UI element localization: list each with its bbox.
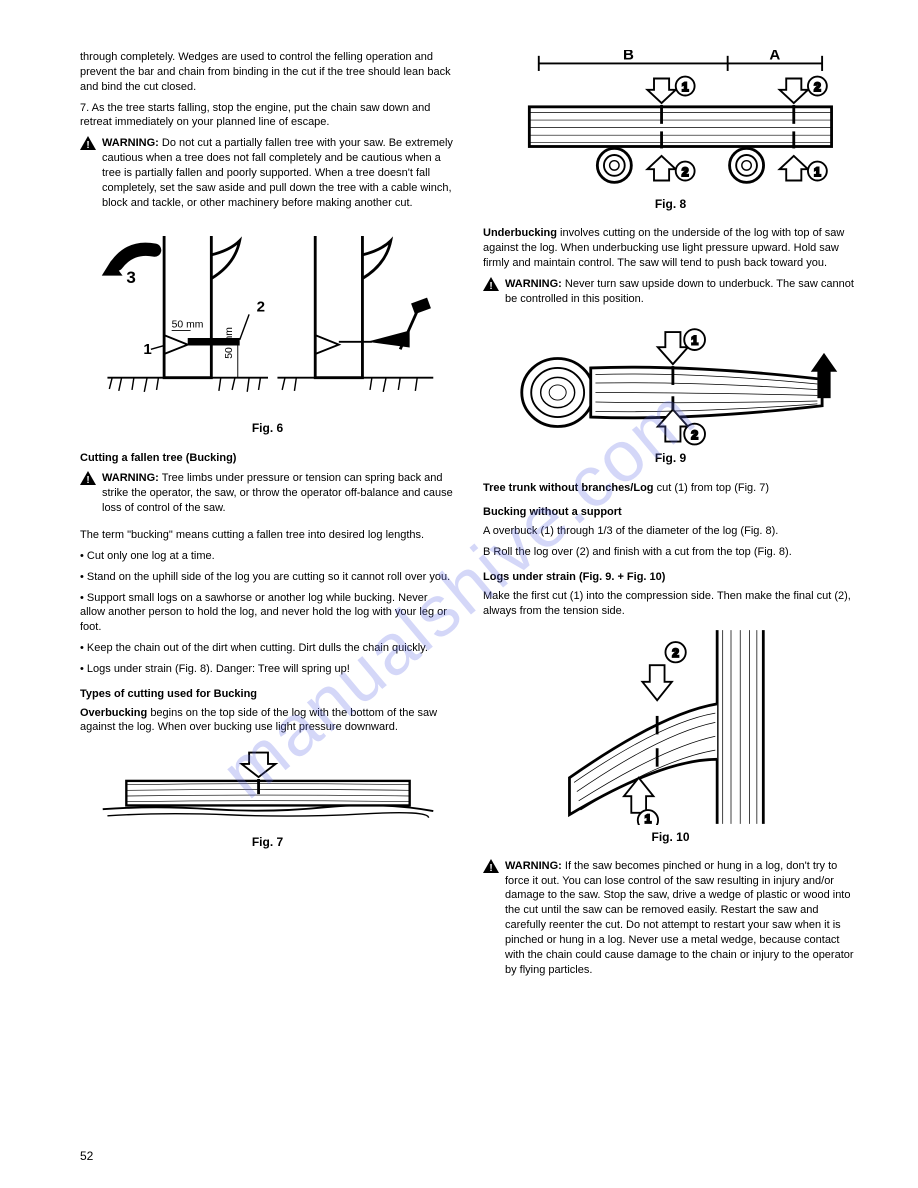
nobinding-head: Bucking without a support (483, 505, 858, 520)
svg-text:50 mm: 50 mm (171, 320, 203, 331)
warning-4: ! WARNING: If the saw becomes pinched or… (483, 859, 858, 984)
svg-text:!: ! (86, 140, 89, 150)
svg-text:1: 1 (143, 341, 151, 358)
figure-7 (80, 745, 455, 830)
types-head: Types of cutting used for Bucking (80, 687, 455, 702)
warning-3: ! WARNING: Never turn saw upside down to… (483, 277, 858, 313)
warning-2-text: WARNING: Tree limbs under pressure or te… (102, 471, 455, 516)
figure-10: 2 1 (483, 629, 858, 825)
warning-4-text: WARNING: If the saw becomes pinched or h… (505, 859, 858, 978)
overbucking-p: Overbucking begins on the top side of th… (80, 706, 455, 736)
figure-8: B A 1 (483, 50, 858, 192)
warning-icon: ! (80, 136, 96, 150)
nobranch-head: Tree trunk without branches/Log (483, 482, 654, 494)
right-column: B A 1 (483, 50, 858, 989)
warning-3-text: WARNING: Never turn saw upside down to u… (505, 277, 858, 307)
figure-7-caption: Fig. 7 (80, 834, 455, 850)
svg-text:!: ! (489, 863, 492, 873)
svg-text:3: 3 (126, 269, 135, 288)
under-head: Underbucking (483, 227, 557, 239)
left-column: through completely. Wedges are used to c… (80, 50, 455, 989)
warning-2-head: WARNING: (102, 472, 159, 484)
svg-text:A: A (769, 50, 780, 64)
bullet-4: • Keep the chain out of the dirt when cu… (80, 641, 455, 656)
cutting-head: Cutting a fallen tree (Bucking) (80, 451, 455, 466)
figure-8-caption: Fig. 8 (483, 196, 858, 212)
nobranch-text: cut (1) from top (Fig. 7) (657, 482, 769, 494)
figure-6-caption: Fig. 6 (80, 420, 455, 436)
svg-text:1: 1 (691, 334, 698, 348)
svg-text:2: 2 (813, 80, 820, 94)
warning-icon: ! (483, 277, 499, 291)
strain-head: Logs under strain (Fig. 9. + Fig. 10) (483, 570, 858, 585)
over-head: Overbucking (80, 707, 147, 719)
warning-1-text: WARNING: Do not cut a partially fallen t… (102, 136, 455, 210)
bullet-2: • Stand on the uphill side of the log yo… (80, 570, 455, 585)
svg-text:!: ! (489, 281, 492, 291)
figure-6: 3 1 2 50 mm 50 mm (80, 226, 455, 416)
svg-text:1: 1 (644, 812, 651, 825)
bullet-1: • Cut only one log at a time. (80, 549, 455, 564)
svg-text:50 mm: 50 mm (224, 327, 235, 359)
nobinding-text-2: B Roll the log over (2) and finish with … (483, 545, 858, 560)
warning-4-head: WARNING: (505, 860, 562, 872)
figure-9: 1 2 (483, 322, 858, 446)
bucking-intro: The term "bucking" means cutting a falle… (80, 528, 455, 543)
svg-text:2: 2 (256, 299, 264, 316)
intro-p2: 7. As the tree starts falling, stop the … (80, 101, 455, 131)
bullet-3: • Support small logs on a sawhorse or an… (80, 591, 455, 636)
warning-1: ! WARNING: Do not cut a partially fallen… (80, 136, 455, 216)
svg-text:1: 1 (681, 80, 688, 94)
svg-text:2: 2 (681, 165, 688, 179)
nobinding-text-1: A overbuck (1) through 1/3 of the diamet… (483, 524, 858, 539)
warning-4-body: If the saw becomes pinched or hung in a … (505, 860, 854, 976)
underbucking-p: Underbucking involves cutting on the und… (483, 226, 858, 271)
svg-text:!: ! (86, 475, 89, 485)
svg-text:2: 2 (691, 428, 698, 442)
strain-text: Make the first cut (1) into the compress… (483, 589, 858, 619)
page-number: 52 (80, 1148, 93, 1164)
figure-10-caption: Fig. 10 (483, 829, 858, 845)
bullet-5: • Logs under strain (Fig. 8). Danger: Tr… (80, 662, 455, 677)
nobranch-p: Tree trunk without branches/Log cut (1) … (483, 481, 858, 496)
content-columns: through completely. Wedges are used to c… (80, 50, 858, 989)
warning-icon: ! (483, 859, 499, 873)
svg-text:B: B (623, 50, 634, 64)
figure-9-caption: Fig. 9 (483, 450, 858, 466)
intro-p1: through completely. Wedges are used to c… (80, 50, 455, 95)
warning-3-head: WARNING: (505, 278, 562, 290)
svg-text:2: 2 (672, 645, 679, 659)
warning-1-head: WARNING: (102, 137, 159, 149)
svg-text:1: 1 (813, 165, 820, 179)
warning-icon: ! (80, 471, 96, 485)
warning-2: ! WARNING: Tree limbs under pressure or … (80, 471, 455, 522)
